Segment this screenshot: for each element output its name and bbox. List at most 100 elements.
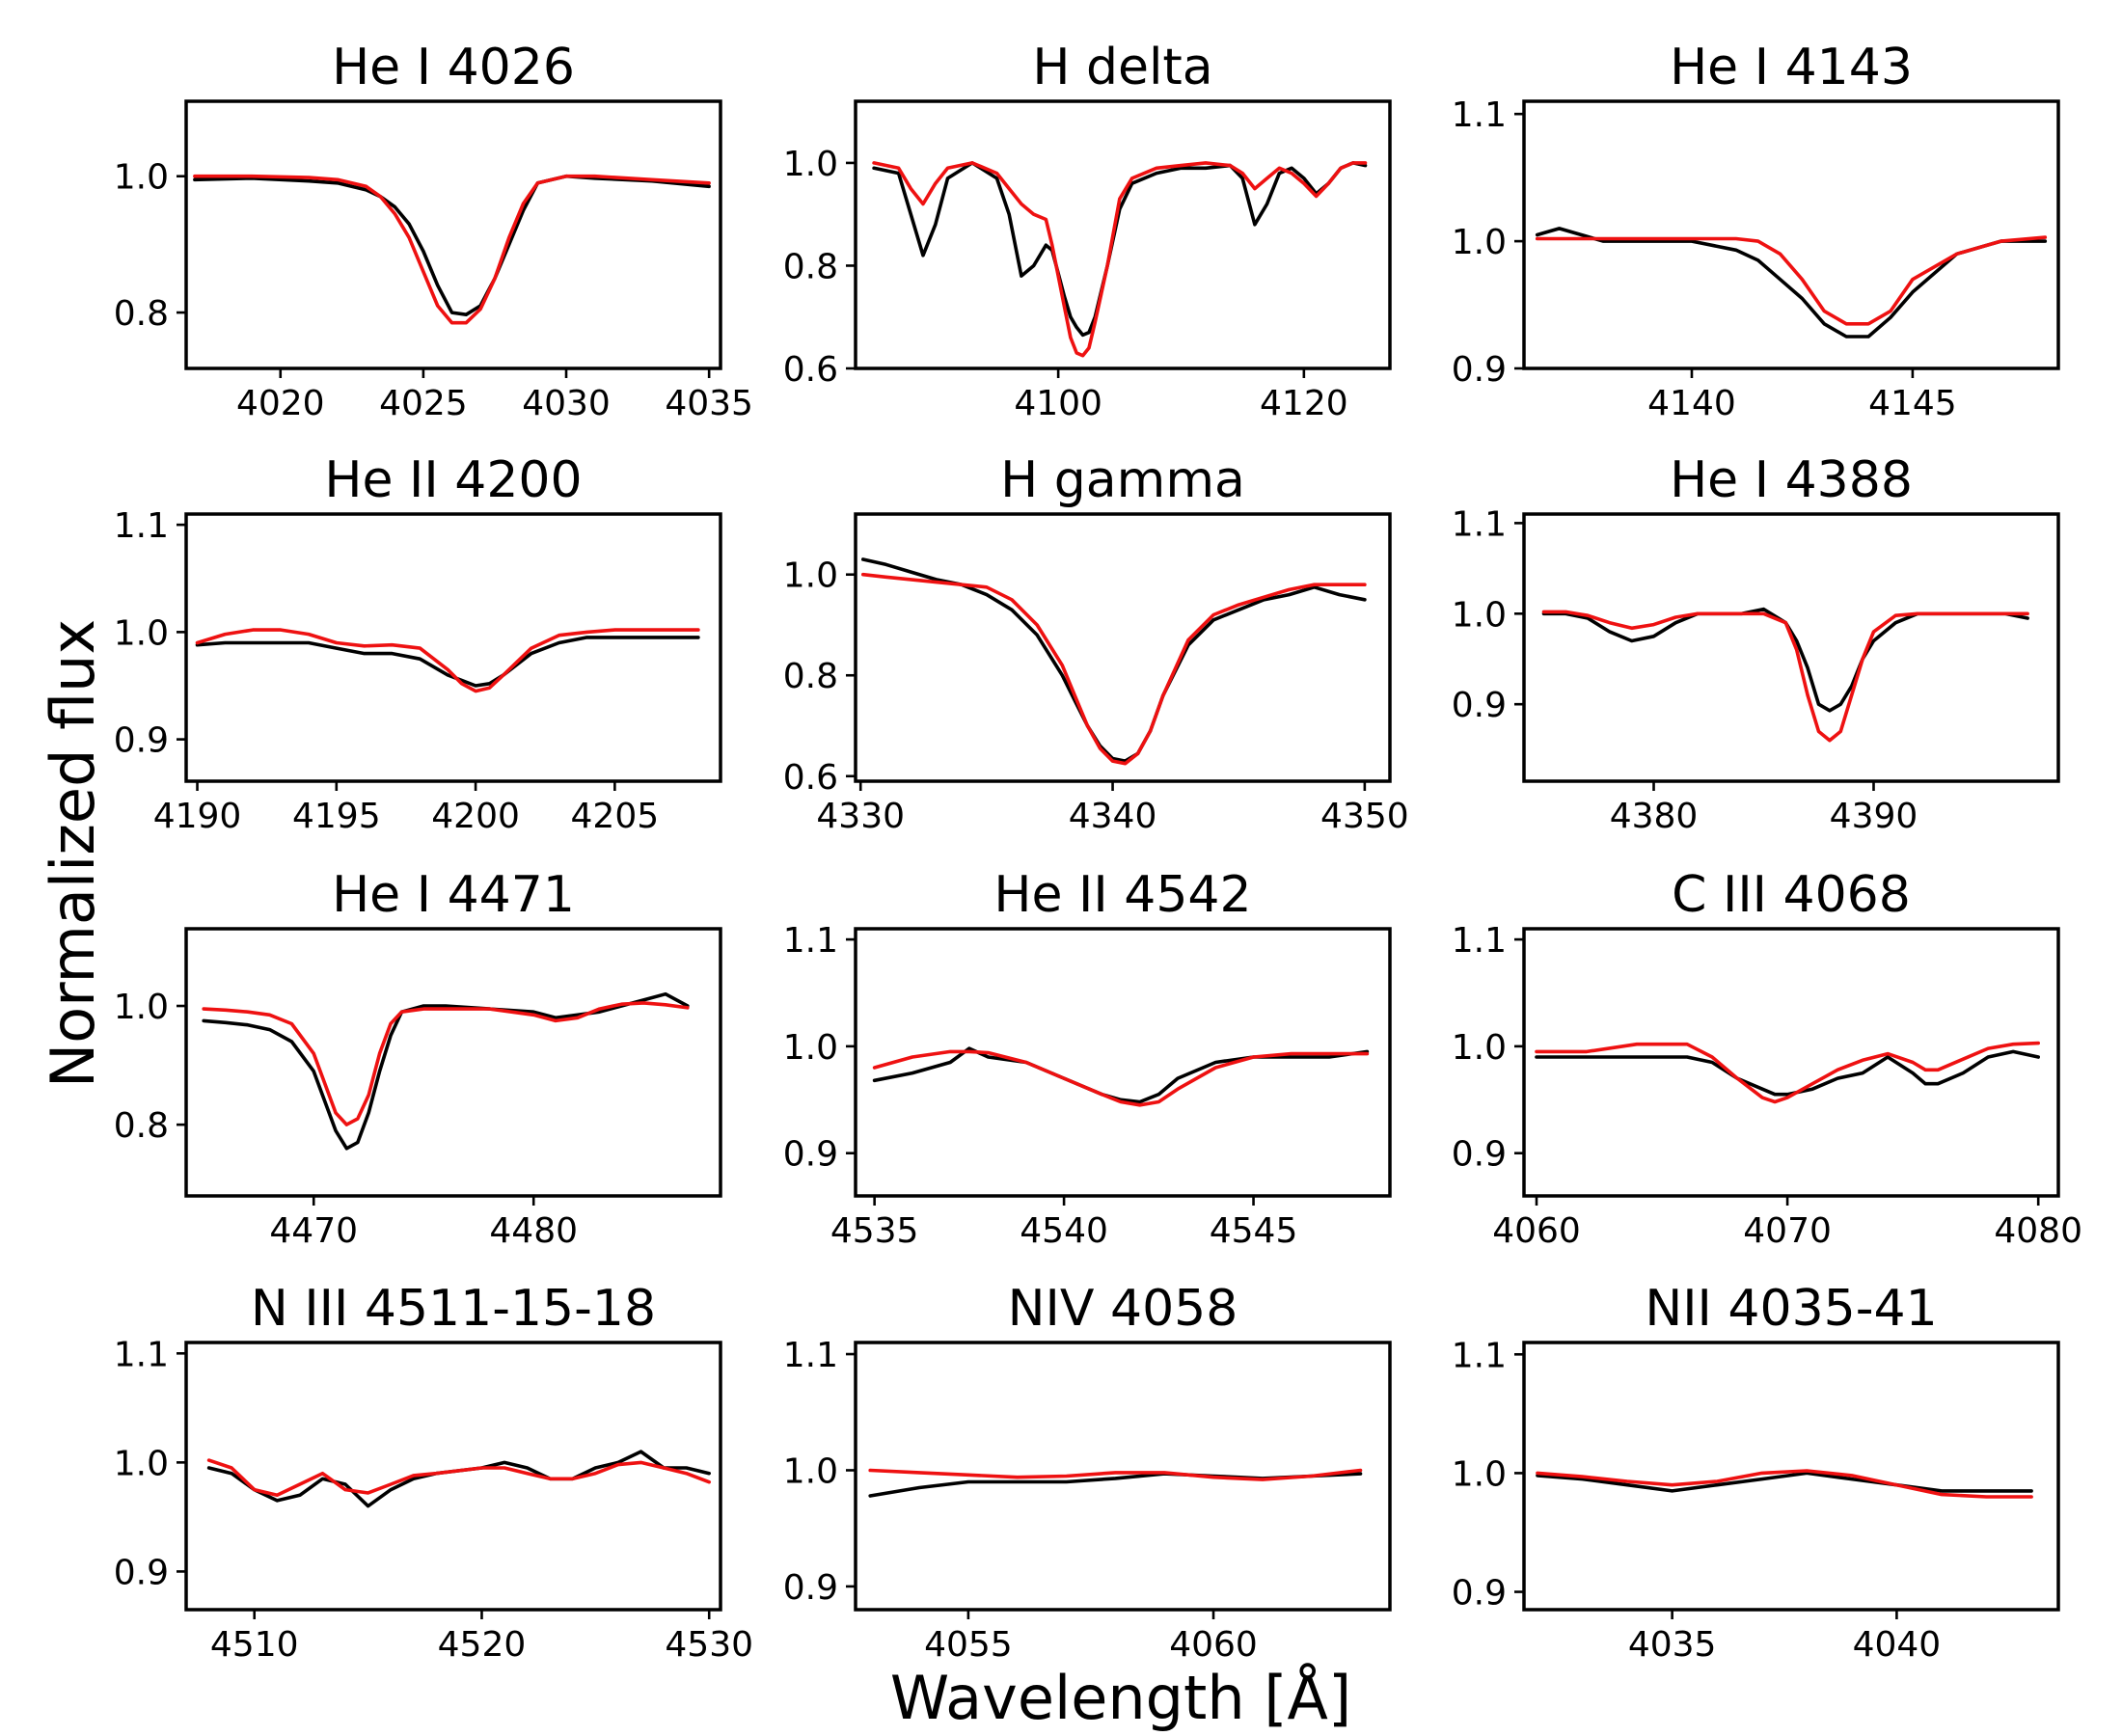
x-tick-label: 4205 bbox=[571, 797, 660, 836]
y-tick-label: 1.0 bbox=[1452, 223, 1507, 262]
y-tick-label: 1.1 bbox=[1452, 95, 1507, 135]
y-tick-label: 1.1 bbox=[1452, 504, 1507, 544]
y-tick-label: 1.0 bbox=[114, 988, 169, 1027]
model-spectrum-line bbox=[202, 1001, 690, 1126]
y-tick-label: 1.0 bbox=[114, 613, 169, 653]
panel-grid: He I 4026 4020 4025 4030 4035 0.8 1.0 H delta 41… bbox=[114, 39, 2082, 1665]
model-spectrum-line bbox=[193, 174, 711, 325]
y-tick-label: 0.9 bbox=[114, 1553, 169, 1592]
x-tick-label: 4080 bbox=[1994, 1211, 2082, 1251]
spectrum-panel: He I 4471 4470 4480 0.8 1.0 bbox=[114, 866, 722, 1251]
x-tick-label: 4545 bbox=[1210, 1211, 1298, 1251]
panel-title: C III 4068 bbox=[1672, 866, 1911, 924]
y-tick-label: 0.9 bbox=[783, 1135, 838, 1175]
panel-frame bbox=[1522, 927, 2060, 1198]
y-tick-label: 0.6 bbox=[783, 758, 838, 798]
x-tick-label: 4195 bbox=[292, 797, 381, 836]
model-spectrum-line bbox=[1535, 235, 2048, 326]
y-tick-label: 0.8 bbox=[114, 1106, 169, 1146]
y-tick-label: 1.0 bbox=[114, 158, 169, 198]
x-tick-label: 4510 bbox=[210, 1625, 299, 1665]
x-tick-label: 4480 bbox=[489, 1211, 578, 1251]
x-tick-label: 4200 bbox=[431, 797, 520, 836]
panel-frame bbox=[184, 512, 722, 783]
x-tick-label: 4020 bbox=[236, 384, 325, 423]
panel-frame bbox=[1522, 99, 2060, 370]
y-tick-label: 1.0 bbox=[1452, 595, 1507, 635]
model-spectrum-line bbox=[868, 1468, 1363, 1481]
panel-title: He I 4143 bbox=[1670, 39, 1913, 96]
panel-frame bbox=[854, 1341, 1392, 1612]
x-tick-label: 4340 bbox=[1069, 797, 1157, 836]
y-tick-label: 0.9 bbox=[1452, 1574, 1507, 1614]
x-tick-label: 4535 bbox=[830, 1211, 919, 1251]
x-tick-label: 4060 bbox=[1169, 1625, 1258, 1665]
y-tick-label: 0.8 bbox=[783, 247, 838, 286]
y-tick-label: 0.9 bbox=[783, 1568, 838, 1608]
panel-frame bbox=[854, 927, 1392, 1198]
spectrum-panel: He I 4143 4140 4145 0.9 1.0 1.1 bbox=[1452, 39, 2060, 423]
x-tick-label: 4145 bbox=[1868, 384, 1957, 423]
x-tick-label: 4470 bbox=[269, 1211, 358, 1251]
panel-title: NII 4035-41 bbox=[1645, 1280, 1937, 1338]
spectrum-panel: NII 4035-41 4035 4040 0.9 1.0 1.1 bbox=[1452, 1280, 2060, 1665]
y-tick-label: 1.0 bbox=[783, 145, 838, 184]
x-tick-label: 4025 bbox=[379, 384, 468, 423]
y-tick-label: 1.1 bbox=[1452, 921, 1507, 961]
y-tick-label: 1.0 bbox=[783, 1028, 838, 1068]
spectrum-panel: He II 4542 4535 4540 4545 0.9 1.0 1.1 bbox=[783, 866, 1392, 1251]
panel-title: He II 4200 bbox=[324, 451, 582, 509]
x-tick-label: 4040 bbox=[1853, 1625, 1942, 1665]
y-tick-label: 1.1 bbox=[114, 506, 169, 546]
spectrum-panel: C III 4068 4060 4070 4080 0.9 1.0 1.1 bbox=[1452, 866, 2082, 1251]
panel-frame bbox=[184, 927, 722, 1198]
x-tick-label: 4350 bbox=[1320, 797, 1409, 836]
y-tick-label: 1.0 bbox=[1452, 1454, 1507, 1494]
panel-title: He II 4542 bbox=[993, 866, 1251, 924]
model-spectrum-line bbox=[1535, 1041, 2040, 1104]
model-spectrum-line bbox=[872, 161, 1368, 358]
spectrum-panel: NIV 4058 4055 4060 0.9 1.0 1.1 bbox=[783, 1280, 1392, 1665]
x-tick-label: 4100 bbox=[1014, 384, 1102, 423]
model-spectrum-line bbox=[195, 628, 700, 693]
x-tick-label: 4190 bbox=[153, 797, 242, 836]
model-spectrum-line bbox=[860, 572, 1367, 766]
spectrum-panel: H gamma 4330 4340 4350 0.6 0.8 1.0 bbox=[783, 451, 1409, 836]
x-tick-label: 4330 bbox=[816, 797, 905, 836]
y-tick-label: 0.9 bbox=[1452, 350, 1507, 390]
spectrum-panel: He I 4388 4380 4390 0.9 1.0 1.1 bbox=[1452, 451, 2060, 836]
panel-frame bbox=[1522, 1341, 2060, 1612]
observed-spectrum-line bbox=[1541, 607, 2029, 713]
x-tick-label: 4120 bbox=[1260, 384, 1348, 423]
x-tick-label: 4055 bbox=[924, 1625, 1013, 1665]
y-tick-label: 0.9 bbox=[1452, 686, 1507, 725]
model-spectrum-line bbox=[1541, 610, 2029, 743]
y-tick-label: 1.0 bbox=[114, 1444, 169, 1483]
y-tick-label: 0.9 bbox=[1452, 1135, 1507, 1175]
y-tick-label: 1.0 bbox=[783, 556, 838, 596]
y-tick-label: 1.1 bbox=[1452, 1336, 1507, 1375]
spectrum-panel: He II 4200 4190 4195 4200 4205 0.9 1.0 1.1 bbox=[114, 451, 722, 836]
panel-title: He I 4388 bbox=[1670, 451, 1913, 509]
x-tick-label: 4380 bbox=[1610, 797, 1699, 836]
panel-title: N III 4511-15-18 bbox=[251, 1280, 656, 1338]
y-tick-label: 1.0 bbox=[1452, 1028, 1507, 1068]
x-tick-label: 4035 bbox=[1628, 1625, 1717, 1665]
y-tick-label: 0.6 bbox=[783, 350, 838, 390]
panel-frame bbox=[184, 99, 722, 370]
x-tick-label: 4030 bbox=[522, 384, 611, 423]
y-tick-label: 1.1 bbox=[783, 921, 838, 961]
spectrum-panel: He I 4026 4020 4025 4030 4035 0.8 1.0 bbox=[114, 39, 753, 423]
x-tick-label: 4140 bbox=[1647, 384, 1736, 423]
model-spectrum-line bbox=[206, 1458, 712, 1498]
panel-frame bbox=[854, 512, 1392, 783]
y-tick-label: 0.8 bbox=[114, 294, 169, 334]
x-tick-label: 4035 bbox=[665, 384, 753, 423]
x-tick-label: 4070 bbox=[1743, 1211, 1832, 1251]
panel-title: H gamma bbox=[1000, 451, 1245, 509]
model-spectrum-line bbox=[1536, 1469, 2033, 1499]
x-tick-label: 4530 bbox=[665, 1625, 753, 1665]
y-tick-label: 1.1 bbox=[783, 1336, 838, 1375]
panel-title: He I 4471 bbox=[332, 866, 575, 924]
